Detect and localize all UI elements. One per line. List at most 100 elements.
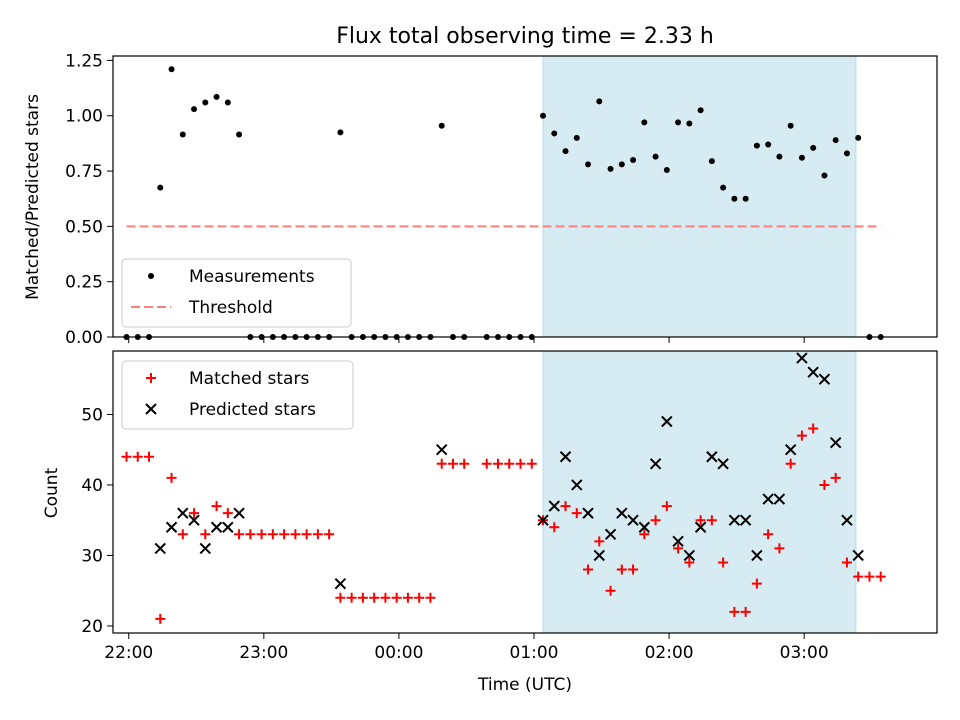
measurement-point [652,153,659,160]
measurement-point [843,150,850,157]
matched-star-point [177,529,188,540]
matched-star-point [729,606,740,617]
matched-star-point [492,458,503,469]
matched-star-point [661,501,672,512]
y-tick-label: 50 [81,405,103,425]
legend-box [121,258,352,328]
matched-star-point [279,529,290,540]
measurement-point [585,161,592,168]
legend-label: Matched stars [189,369,309,389]
matched-star-point [121,451,132,462]
y-tick-label: 40 [81,476,103,496]
matched-star-point [166,472,177,483]
measurement-point [720,184,727,191]
y-tick-label: 0.75 [65,162,103,182]
matched-star-point [402,592,413,603]
matched-star-point [549,522,560,533]
matched-star-point [234,529,245,540]
matched-star-point [211,501,222,512]
legend-marker [146,373,156,383]
predicted-star-point [672,535,684,548]
measurement-point [686,120,693,127]
matched-star-point [751,578,762,589]
predicted-star-point [762,493,774,505]
x-axis-label: Time (UTC) [477,675,572,695]
legend-label: Threshold [188,298,273,318]
matched-star-point [414,592,425,603]
matched-star-point [504,458,515,469]
predicted-star-point [818,373,831,385]
predicted-star-point [616,507,628,519]
matched-star-point [526,458,537,469]
matched-star-point [200,529,211,540]
matched-star-point [774,543,785,554]
matched-star-point [369,592,380,603]
matched-star-point [796,430,807,441]
predicted-star-point [188,514,200,526]
measurement-point [236,131,243,138]
matched-star-point [583,564,594,575]
measurement-point [202,99,209,106]
predicted-star-point [739,514,752,526]
x-tick-label: 03:00 [780,643,829,663]
y-tick-label: 1.25 [65,51,103,71]
matched-star-point [380,592,391,603]
y-tick-label: 0.00 [65,328,103,348]
predicted-star-point [165,521,178,533]
matched-star-point [695,515,706,526]
measurement-point [798,154,805,161]
matched-star-point [515,458,526,469]
measurement-point [191,106,198,113]
matched-star-point [718,557,729,568]
matched-star-point [628,564,639,575]
predicted-star-point [559,451,572,463]
matched-star-point [346,592,357,603]
matched-star-point [594,536,605,547]
predicted-star-point [661,415,673,428]
measurement-point [337,129,344,136]
legend-marker [145,403,157,415]
measurement-point [708,158,715,165]
predicted-star-point [784,443,797,456]
measurement-point [787,122,794,129]
y-tick-label: 1.00 [65,107,103,127]
highlight-span [542,350,857,634]
measurement-point [157,184,164,191]
measurement-point [663,166,670,173]
measurement-point [765,141,772,148]
predicted-star-point [233,507,245,519]
x-tick-label: 00:00 [374,643,423,663]
matched-star-point [256,529,267,540]
predicted-star-point [627,514,639,526]
matched-star-point [301,529,312,540]
matched-star-point [605,585,616,596]
measurement-point [573,134,580,141]
matched-star-point [673,543,684,554]
matched-star-point [875,571,886,582]
matched-star-point [706,515,717,526]
measurement-point [213,93,220,100]
matched-star-point [312,529,323,540]
top-y-axis-label: Matched/Predicted stars [23,94,43,300]
measurement-point [855,134,862,141]
measurement-point [168,66,175,73]
predicted-star-point [435,443,448,456]
measurement-point [607,165,614,172]
matched-star-point [357,592,368,603]
matched-star-point [763,529,774,540]
matched-star-point [481,458,492,469]
legend-label: Predicted stars [189,400,316,420]
predicted-star-point [694,521,707,533]
predicted-star-point [582,507,594,519]
measurement-point [179,131,186,138]
y-tick-label: 20 [81,617,103,637]
matched-star-point [436,458,447,469]
measurement-point [675,119,682,126]
matched-star-point [785,458,796,469]
matched-star-point [841,557,852,568]
matched-star-point [245,529,256,540]
predicted-star-point [728,514,741,526]
predicted-star-point [548,500,560,512]
x-tick-label: 02:00 [645,643,694,663]
chart-title: Flux total observing time = 2.33 h [336,24,714,49]
